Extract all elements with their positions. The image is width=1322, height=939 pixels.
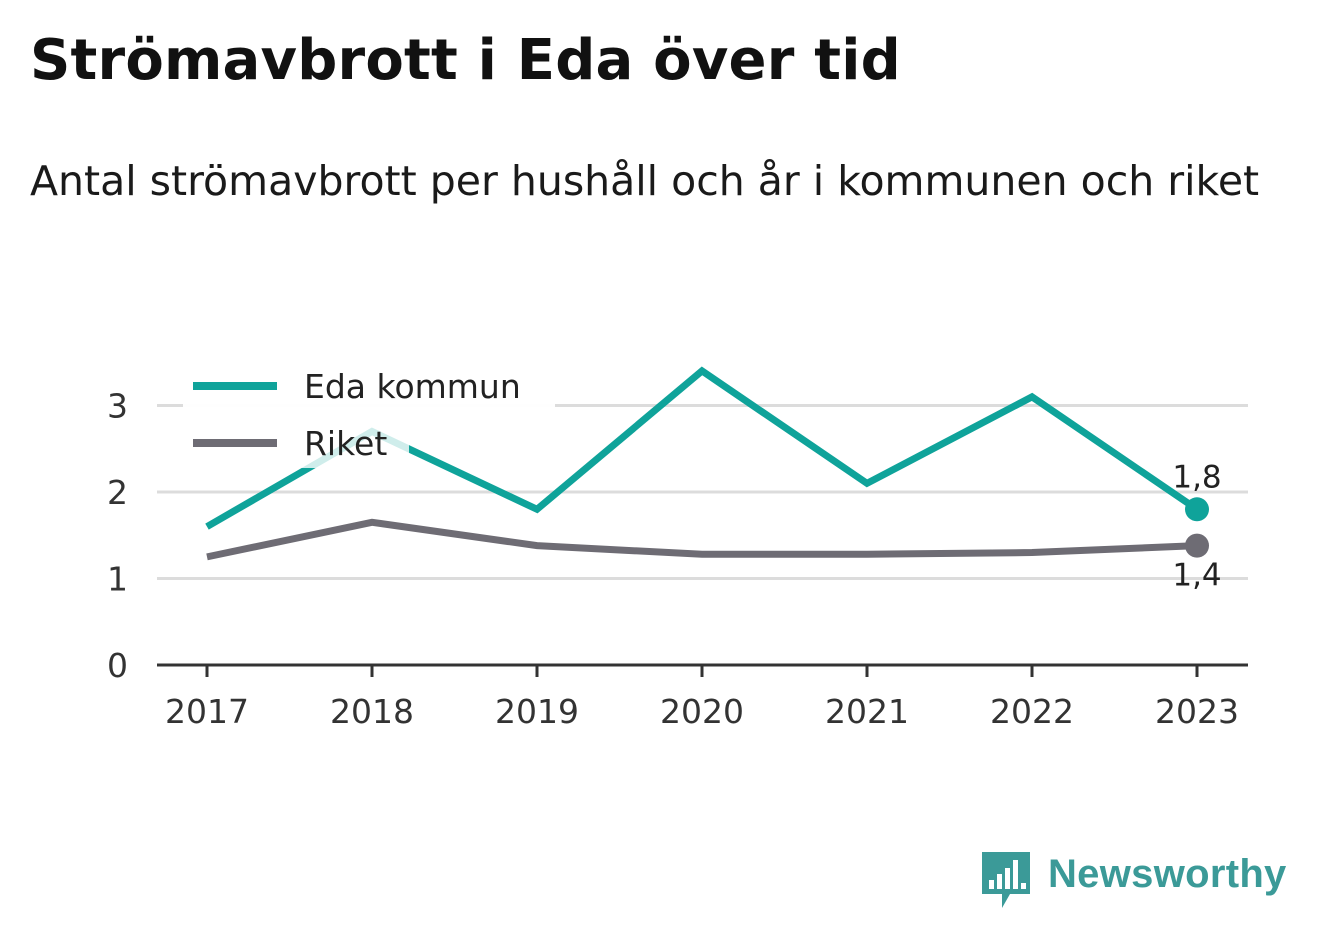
y-tick-label: 1 (107, 560, 128, 599)
legend-background (183, 408, 409, 468)
x-tick-label: 2021 (825, 692, 909, 731)
y-tick-label: 0 (107, 646, 128, 685)
y-tick-label: 3 (107, 387, 128, 426)
newsworthy-logo-icon (982, 852, 1030, 908)
x-tick-label: 2017 (165, 692, 249, 731)
legend-label: Riket (304, 424, 387, 463)
newsworthy-logo-text: Newsworthy (1048, 852, 1287, 896)
x-tick-label: 2020 (660, 692, 744, 731)
series-line-1 (206, 518, 1198, 561)
y-tick-label: 2 (107, 473, 128, 512)
legend-label: Eda kommun (304, 367, 521, 406)
chart-title: Strömavbrott i Eda över tid (30, 28, 901, 93)
end-point-1 (1185, 533, 1209, 558)
end-labels: 1,8 1,4 (1172, 459, 1221, 593)
end-value-label: 1,4 (1172, 558, 1221, 594)
x-tick-label: 2023 (1155, 692, 1239, 731)
legend: Eda kommun Riket (183, 360, 555, 468)
end-value-label: 1,8 (1172, 459, 1221, 495)
end-point-0 (1185, 497, 1209, 522)
x-axis: 2017 2018 2019 2020 2021 2022 2023 (157, 663, 1248, 731)
chart-subtitle: Antal strömavbrott per hushåll och år i … (30, 157, 1260, 205)
newsworthy-logo: Newsworthy (980, 850, 1300, 910)
x-tick-label: 2018 (330, 692, 414, 731)
x-tick-label: 2022 (990, 692, 1074, 731)
x-tick-label: 2019 (495, 692, 579, 731)
